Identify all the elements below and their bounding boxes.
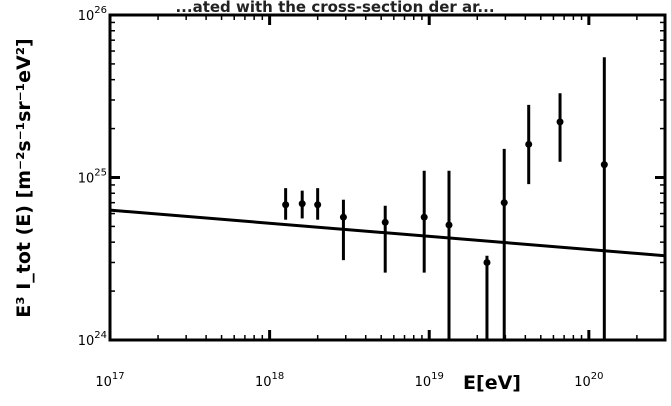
x-tick-label: 1017	[95, 371, 124, 390]
data-point	[420, 213, 428, 221]
data-point	[483, 258, 491, 266]
x-tick-label: 1019	[415, 371, 444, 390]
y-axis-title: E³ I_tot (E) [m⁻²s⁻¹sr⁻¹eV²]	[13, 38, 35, 317]
data-point	[600, 161, 608, 169]
data-point	[314, 201, 322, 209]
plot-frame	[108, 13, 667, 342]
model-line	[109, 208, 666, 258]
top-caption: ...ated with the cross-section der ar...	[175, 0, 494, 16]
data-point	[556, 118, 564, 126]
data-point	[500, 199, 508, 207]
y-tick-label: 1025	[78, 168, 107, 187]
data-point	[381, 218, 389, 226]
data-point	[445, 221, 453, 229]
x-tick-label: 1018	[255, 371, 284, 390]
data-point	[298, 200, 306, 208]
y-tick-label: 1024	[78, 330, 107, 349]
y-tick-label: 1026	[78, 5, 107, 24]
data-point	[282, 201, 290, 209]
x-tick-label: 1020	[574, 371, 603, 390]
x-axis-title: E[eV]	[463, 372, 521, 394]
data-point	[339, 213, 347, 221]
data-point	[525, 140, 533, 148]
